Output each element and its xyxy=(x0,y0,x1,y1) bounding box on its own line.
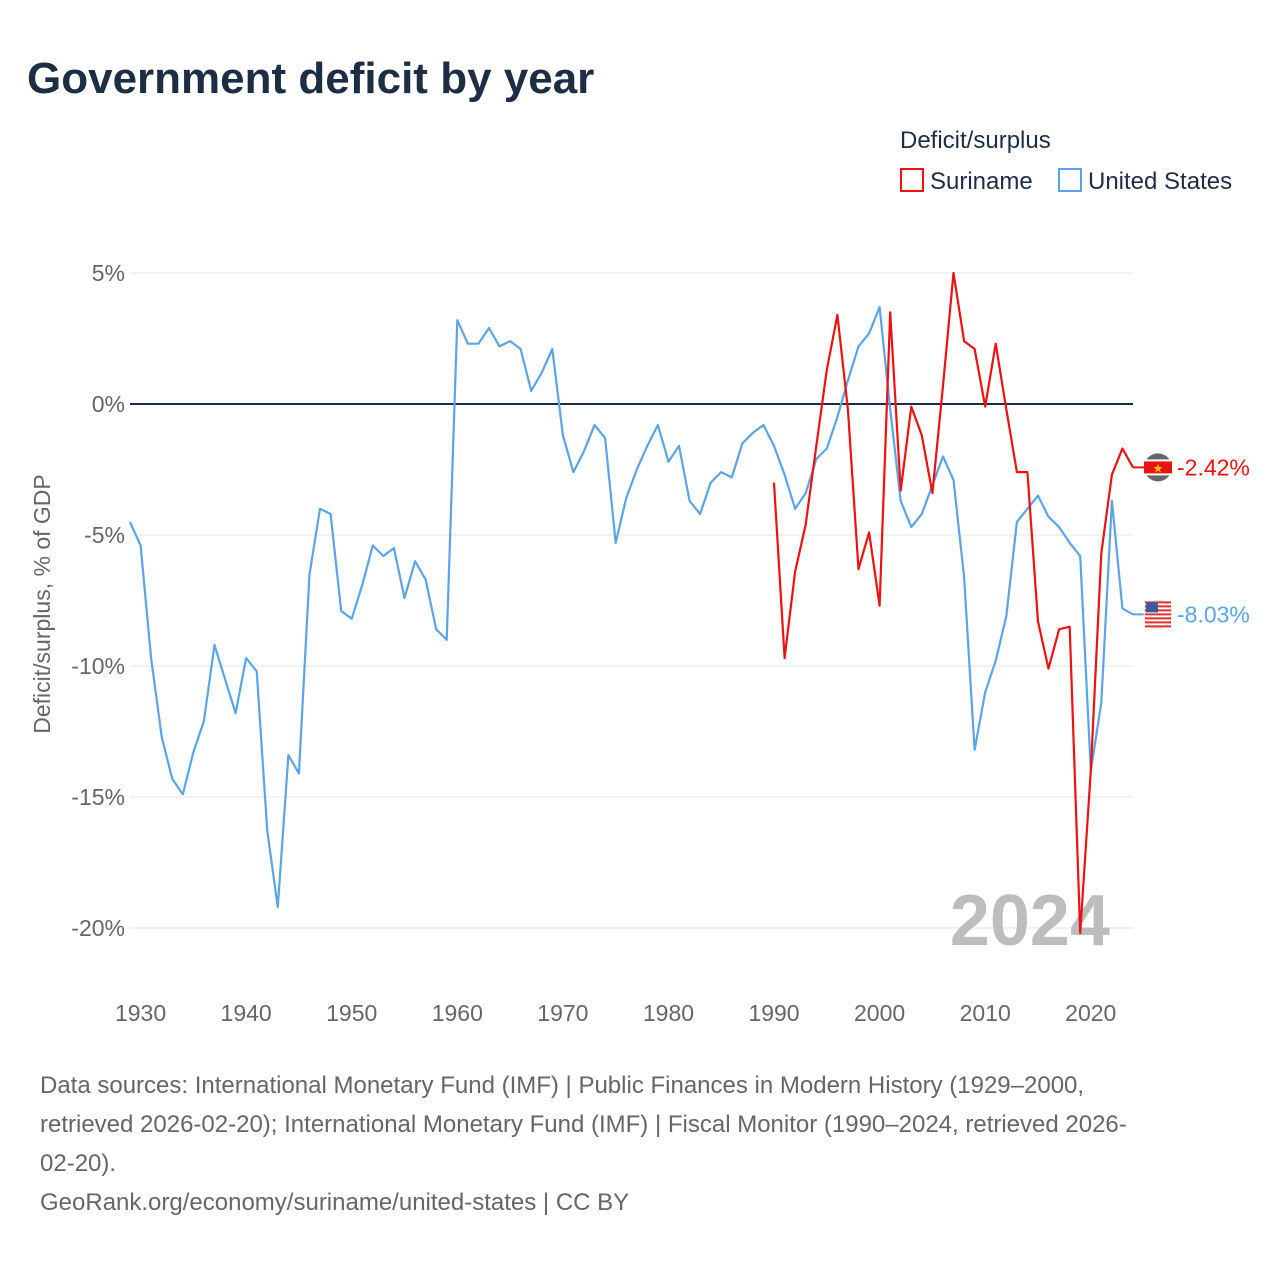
series-line-united-states[interactable] xyxy=(128,306,1134,909)
legend-label-suriname: Suriname xyxy=(930,168,1033,195)
y-axis-label: Deficit/surplus, % of GDP xyxy=(29,474,55,733)
legend-label-united-states: United States xyxy=(1088,168,1232,195)
x-tick-label: 1960 xyxy=(432,1000,483,1026)
series-line-suriname[interactable] xyxy=(772,271,1134,935)
end-value-label-suriname: -2.42% xyxy=(1177,454,1250,480)
x-tick-label: 2010 xyxy=(960,1000,1011,1026)
chart-title: Government deficit by year xyxy=(27,54,594,103)
y-tick-label: 0% xyxy=(92,391,125,417)
footer-sources-line-2: retrieved 2026-02-20); International Mon… xyxy=(40,1111,1127,1138)
x-tick-label: 2000 xyxy=(854,1000,905,1026)
series-end-labels: -8.03% ★ -2.42% xyxy=(1133,453,1250,629)
footer-attribution-link[interactable]: GeoRank.org/economy/suriname/united-stat… xyxy=(40,1189,629,1216)
footer-sources-line-3: 02-20). xyxy=(40,1150,116,1177)
y-tick-label: -20% xyxy=(71,915,125,941)
legend-swatch-united-states xyxy=(1058,168,1082,192)
legend-title: Deficit/surplus xyxy=(900,127,1051,154)
x-tick-label: 1930 xyxy=(115,1000,166,1026)
suriname-flag-icon: ★ xyxy=(1144,453,1172,482)
x-tick-label: 1950 xyxy=(326,1000,377,1026)
y-tick-label: -5% xyxy=(84,522,125,548)
end-value-label-united-states: -8.03% xyxy=(1177,601,1250,627)
y-tick-label: 5% xyxy=(92,260,125,286)
footer: Data sources: International Monetary Fun… xyxy=(40,1072,1127,1216)
series-lines xyxy=(128,271,1134,935)
gridlines xyxy=(130,272,1133,929)
legend: Deficit/surplus Suriname United States xyxy=(900,127,1232,195)
x-tick-label: 1990 xyxy=(748,1000,799,1026)
x-tick-label: 1970 xyxy=(537,1000,588,1026)
y-tick-labels: 5% 0% -5% -10% -15% -20% xyxy=(71,260,125,941)
legend-item-united-states[interactable]: United States xyxy=(1058,168,1232,195)
y-tick-label: -10% xyxy=(71,653,125,679)
y-tick-label: -15% xyxy=(71,784,125,810)
footer-sources-line-1: Data sources: International Monetary Fun… xyxy=(40,1072,1084,1099)
united-states-flag-icon xyxy=(1143,599,1173,629)
legend-swatch-suriname xyxy=(900,168,924,192)
legend-item-suriname[interactable]: Suriname xyxy=(900,168,1033,195)
x-tick-labels: 1930 1940 1950 1960 1970 1980 1990 2000 2010 2020 xyxy=(115,1000,1116,1026)
x-tick-label: 2020 xyxy=(1065,1000,1116,1026)
svg-text:★: ★ xyxy=(1153,461,1164,475)
x-tick-label: 1940 xyxy=(221,1000,272,1026)
year-watermark: 2024 xyxy=(950,881,1110,961)
x-tick-label: 1980 xyxy=(643,1000,694,1026)
